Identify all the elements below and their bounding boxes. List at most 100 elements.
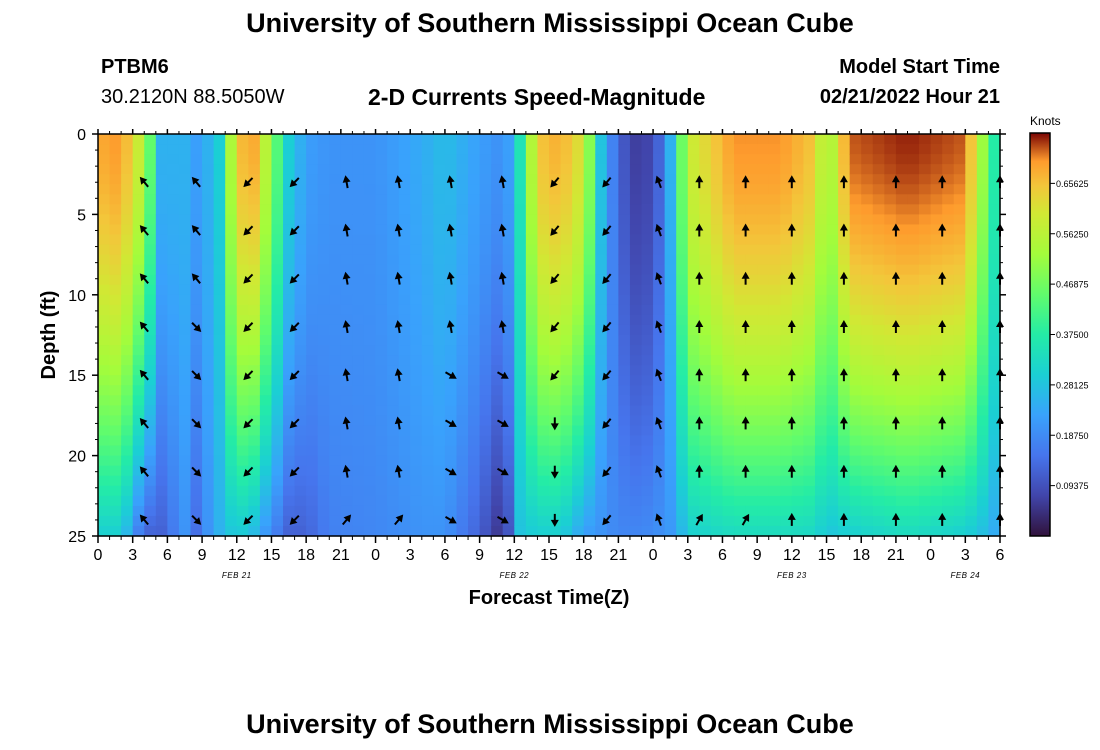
heatmap-cell (549, 194, 562, 205)
heatmap-cell (653, 345, 666, 356)
current-arrow (839, 223, 848, 237)
heatmap-cell (144, 425, 157, 437)
current-arrow (655, 368, 663, 382)
heatmap-cell (317, 415, 330, 427)
heatmap-cell (317, 174, 330, 185)
heatmap-cell (514, 415, 527, 427)
heatmap-cell (468, 214, 481, 226)
heatmap-cell (664, 335, 677, 346)
heatmap-cell (225, 214, 238, 226)
heatmap-cell (606, 304, 619, 316)
heatmap-cell (225, 455, 238, 467)
heatmap-cell (283, 395, 296, 406)
heatmap-cell (768, 465, 781, 477)
heatmap-cell (861, 465, 874, 477)
heatmap-cell (907, 144, 920, 155)
heatmap-cell (190, 365, 203, 376)
colorbar-tick-label: 0.28125 (1056, 380, 1089, 390)
heatmap-cell (930, 435, 943, 447)
heatmap-cell (433, 485, 446, 497)
heatmap-cell (109, 345, 122, 356)
heatmap-cell (861, 445, 874, 457)
heatmap-cell (572, 475, 585, 487)
heatmap-cell (965, 445, 978, 457)
y-tick-label: 10 (68, 288, 86, 305)
heatmap-cell (583, 274, 596, 286)
heatmap-cell (98, 224, 111, 236)
heatmap-cell (178, 314, 192, 326)
heatmap-cell (838, 395, 851, 406)
heatmap-cell (849, 355, 862, 366)
heatmap-cell (456, 214, 469, 226)
heatmap-cell (965, 525, 978, 537)
heatmap-cell (560, 465, 573, 477)
heatmap-cell (537, 485, 550, 497)
heatmap-cell (144, 304, 157, 316)
heatmap-cell (791, 445, 805, 457)
heatmap-cell (583, 134, 596, 145)
heatmap-cell (861, 355, 874, 366)
heatmap-cell (757, 375, 770, 386)
heatmap-cell (317, 445, 330, 457)
heatmap-cell (121, 335, 134, 346)
current-arrow (655, 320, 663, 333)
heatmap-cell (155, 395, 168, 406)
heatmap-cell (202, 174, 215, 185)
heatmap-cell (236, 485, 249, 497)
heatmap-cell (745, 254, 758, 266)
heatmap-cell (468, 144, 481, 155)
heatmap-cell (803, 515, 816, 527)
heatmap-cell (468, 425, 481, 437)
heatmap-cell (791, 415, 805, 427)
heatmap-cell (525, 425, 539, 437)
heatmap-cell (849, 485, 862, 497)
heatmap-cell (734, 154, 747, 165)
heatmap-cell (687, 355, 700, 366)
heatmap-cell (456, 415, 469, 427)
heatmap-cell (537, 455, 550, 467)
heatmap-cell (780, 224, 793, 236)
heatmap-cell (606, 244, 619, 256)
heatmap-cell (340, 254, 354, 266)
heatmap-cell (629, 425, 643, 437)
heatmap-cell (248, 244, 261, 256)
heatmap-cell (479, 525, 492, 537)
heatmap-cell (178, 164, 192, 175)
heatmap-cell (919, 455, 932, 467)
heatmap-cell (271, 304, 284, 316)
heatmap-cell (664, 294, 677, 306)
heatmap-cell (549, 355, 562, 366)
heatmap-cell (549, 184, 562, 195)
heatmap-cell (283, 375, 296, 386)
heatmap-cell (202, 304, 215, 316)
heatmap-cell (306, 375, 319, 386)
heatmap-cell (988, 184, 1001, 195)
heatmap-cell (283, 385, 296, 396)
heatmap-cell (583, 254, 596, 266)
heatmap-cell (549, 174, 562, 185)
heatmap-cell (178, 475, 192, 487)
heatmap-cell (375, 224, 388, 236)
heatmap-cell (433, 214, 446, 226)
heatmap-cell (340, 355, 354, 366)
heatmap-cell (121, 365, 134, 376)
heatmap-cell (838, 445, 851, 457)
heatmap-cell (699, 234, 712, 246)
heatmap-cell (259, 244, 273, 256)
heatmap-cell (884, 355, 897, 366)
heatmap-cell (907, 475, 920, 487)
heatmap-cell (629, 385, 643, 396)
heatmap-cell (907, 304, 920, 316)
heatmap-cell (699, 365, 712, 376)
heatmap-cell (306, 294, 319, 306)
heatmap-cell (525, 365, 539, 376)
heatmap-cell (930, 405, 943, 416)
heatmap-cell (676, 214, 689, 226)
heatmap-cell (167, 485, 180, 497)
heatmap-cell (560, 204, 573, 215)
heatmap-cell (537, 335, 550, 346)
heatmap-cell (98, 314, 111, 326)
heatmap-cell (121, 144, 134, 155)
heatmap-cell (791, 324, 805, 336)
heatmap-cell (225, 154, 238, 165)
